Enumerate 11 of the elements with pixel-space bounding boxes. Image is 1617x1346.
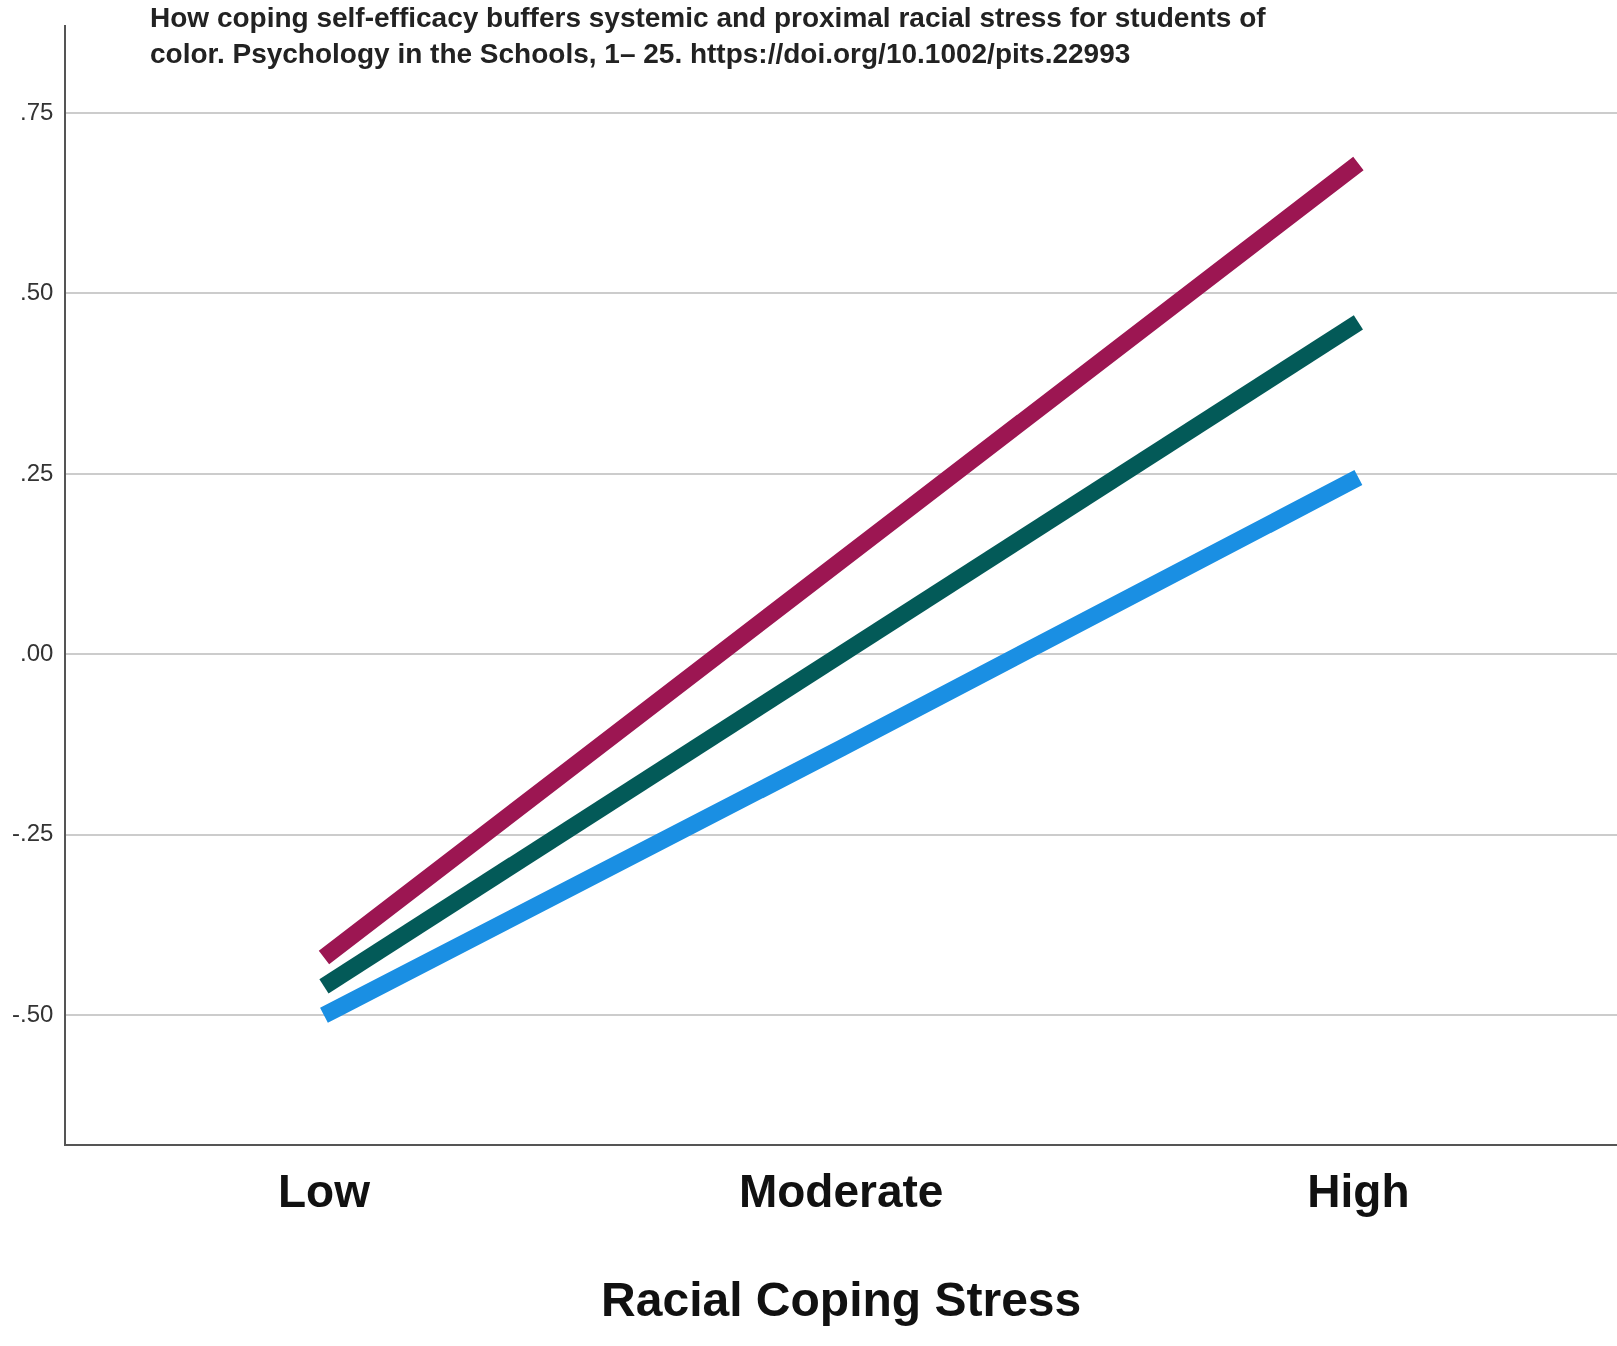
y-tick-label: .00 <box>19 639 54 666</box>
x-tick-label: Low <box>277 1165 371 1218</box>
x-tick-label: Moderate <box>738 1165 944 1218</box>
y-tick-label: -.50 <box>12 999 54 1027</box>
annotation: How coping self-efficacy buffers systemic and proximal racial stress for students of color. Psychology in the Schools, 1– 25. https://doi.org/10.1002/pits.22993 <box>150 0 1300 72</box>
y-tick-label: .25 <box>19 458 54 486</box>
y-tick-label: .75 <box>19 97 54 125</box>
x-axis-title: Racial Coping Stress <box>601 1273 1082 1327</box>
x-tick-label: High <box>1307 1165 1410 1218</box>
y-tick-label: -.25 <box>12 819 54 847</box>
y-tick-label: .50 <box>19 278 54 306</box>
